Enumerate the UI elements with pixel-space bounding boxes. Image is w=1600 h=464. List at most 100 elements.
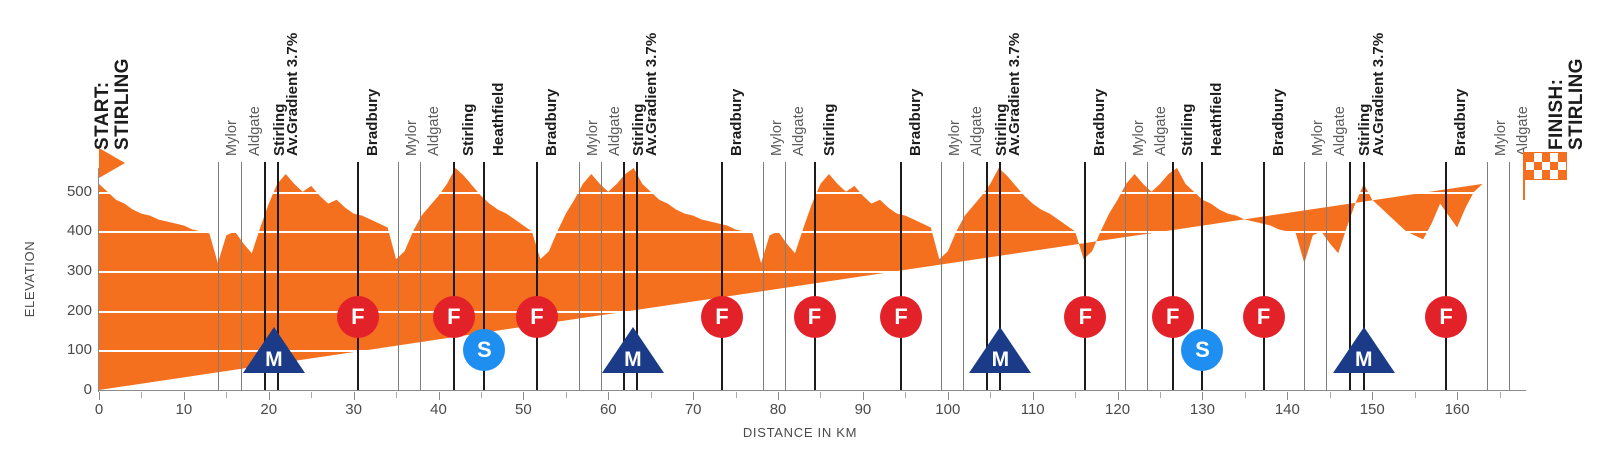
place-label: Aldgate <box>969 106 986 156</box>
gridline <box>99 231 1525 234</box>
x-axis-tick-label: 70 <box>684 401 702 418</box>
x-axis-tick-minor <box>565 392 567 398</box>
place-marker-line <box>1084 162 1087 390</box>
x-axis-tick <box>1457 392 1459 400</box>
place-marker-line <box>600 162 602 390</box>
place-label: Aldgate <box>246 106 263 156</box>
place-marker-line <box>1445 162 1448 390</box>
mountain-marker-glyph: M <box>991 348 1010 372</box>
flag-check-cell <box>1542 161 1550 171</box>
mountain-triangle-icon <box>1332 327 1395 374</box>
flag-check-cell <box>1550 161 1558 171</box>
place-label: Aldgate <box>606 106 623 156</box>
place-marker-line <box>963 162 965 390</box>
x-axis-tick <box>778 392 780 400</box>
x-axis-tick <box>1287 392 1289 400</box>
place-label: Heathfield <box>1208 82 1226 156</box>
place-marker-line <box>397 162 399 390</box>
mountain-marker-glyph: M <box>1354 348 1373 372</box>
plot-area <box>99 168 1525 390</box>
place-marker-line <box>240 162 242 390</box>
place-marker-line <box>1508 162 1510 390</box>
place-label: Stirling <box>1178 103 1196 156</box>
x-axis-tick-label: 160 <box>1444 401 1470 418</box>
x-axis-tick-minor <box>396 392 398 398</box>
sprint-marker: S <box>463 329 506 372</box>
x-axis-tick <box>608 392 610 400</box>
place-label: Bradbury <box>728 88 746 156</box>
x-axis-tick-minor <box>1160 392 1161 398</box>
place-label: Heathfield <box>490 82 508 156</box>
flag-check-cell <box>1558 161 1566 171</box>
place-marker-line <box>1262 162 1265 390</box>
x-axis-tick-minor <box>226 392 228 398</box>
y-axis-tick-label: 200 <box>66 301 92 319</box>
place-marker-line <box>1362 162 1365 390</box>
place-marker-line <box>1201 162 1204 390</box>
x-axis-tick-label: 100 <box>935 401 961 418</box>
x-axis-tick <box>183 392 185 400</box>
y-axis-tick-label: 400 <box>66 222 92 240</box>
finish-label: FINISH: STIRLING <box>1546 58 1587 150</box>
x-axis-tick <box>1372 392 1374 400</box>
mountain-marker-glyph: M <box>265 348 283 372</box>
x-axis-tick-minor <box>311 392 313 398</box>
x-axis-tick-label: 40 <box>430 401 447 418</box>
flag-check-cell <box>1534 170 1542 179</box>
x-axis-title: DISTANCE IN KM <box>742 425 858 440</box>
place-marker-line <box>813 162 816 390</box>
place-marker-line <box>452 162 455 390</box>
place-label: Aldgate <box>1514 106 1531 156</box>
place-marker-line <box>623 162 626 390</box>
x-axis-tick-label: 90 <box>854 401 872 418</box>
x-axis-line <box>98 390 1526 391</box>
x-axis-tick <box>693 392 695 400</box>
x-axis-tick-minor <box>480 392 482 398</box>
x-axis-tick-label: 120 <box>1105 401 1131 418</box>
flag-check-cell <box>1534 153 1542 162</box>
x-axis-tick <box>99 392 100 400</box>
x-axis-tick <box>1117 392 1119 400</box>
place-label: Mylor <box>403 120 420 156</box>
place-marker-line <box>1304 162 1306 390</box>
place-marker-line <box>217 162 219 390</box>
place-marker-line <box>1486 162 1488 390</box>
start-triangle-flag-icon <box>99 148 125 178</box>
x-axis-tick <box>1202 392 1204 400</box>
place-label: Bradbury <box>907 88 925 156</box>
y-axis-tick-label: 300 <box>66 262 92 280</box>
x-axis-tick-minor <box>990 392 992 398</box>
start-label-line2: STIRLING <box>111 58 133 150</box>
x-axis-tick <box>438 392 440 400</box>
feed-zone-marker: F <box>793 295 836 338</box>
x-axis-tick-label: 140 <box>1274 401 1300 418</box>
finish-label-line2: STIRLING <box>1565 58 1587 150</box>
place-label: Av.Gradient 3.7% <box>1006 32 1024 156</box>
x-axis-tick-label: 80 <box>769 401 787 418</box>
x-axis-tick-label: 30 <box>345 401 362 418</box>
place-label: Aldgate <box>1153 106 1170 156</box>
place-label: Aldgate <box>425 106 442 156</box>
feed-zone-marker: F <box>1242 295 1285 338</box>
flag-check-cell <box>1542 153 1550 162</box>
flag-check-cell <box>1558 153 1566 162</box>
place-label: Bradbury <box>542 88 560 156</box>
x-axis-tick-label: 60 <box>599 401 617 418</box>
flag-check-cell <box>1542 170 1550 179</box>
flag-check-cell <box>1534 161 1542 171</box>
feed-zone-marker: F <box>515 295 558 338</box>
place-label: Mylor <box>1492 120 1509 156</box>
x-axis-tick-minor <box>1329 392 1331 398</box>
x-axis-tick-minor <box>735 392 737 398</box>
place-label: Av.Gradient 3.7% <box>284 32 302 156</box>
mountain-triangle-icon <box>969 327 1032 374</box>
start-label: START: STIRLING <box>92 58 133 150</box>
x-axis-tick <box>523 392 525 400</box>
feed-zone-marker: F <box>1425 295 1468 338</box>
place-label: Bradbury <box>1452 88 1470 156</box>
x-axis-tick-label: 150 <box>1359 401 1385 418</box>
finish-label-line1: FINISH: <box>1546 78 1567 150</box>
sprint-marker: S <box>1181 329 1224 372</box>
x-axis-tick-minor <box>141 392 143 398</box>
place-marker-line <box>999 162 1002 390</box>
